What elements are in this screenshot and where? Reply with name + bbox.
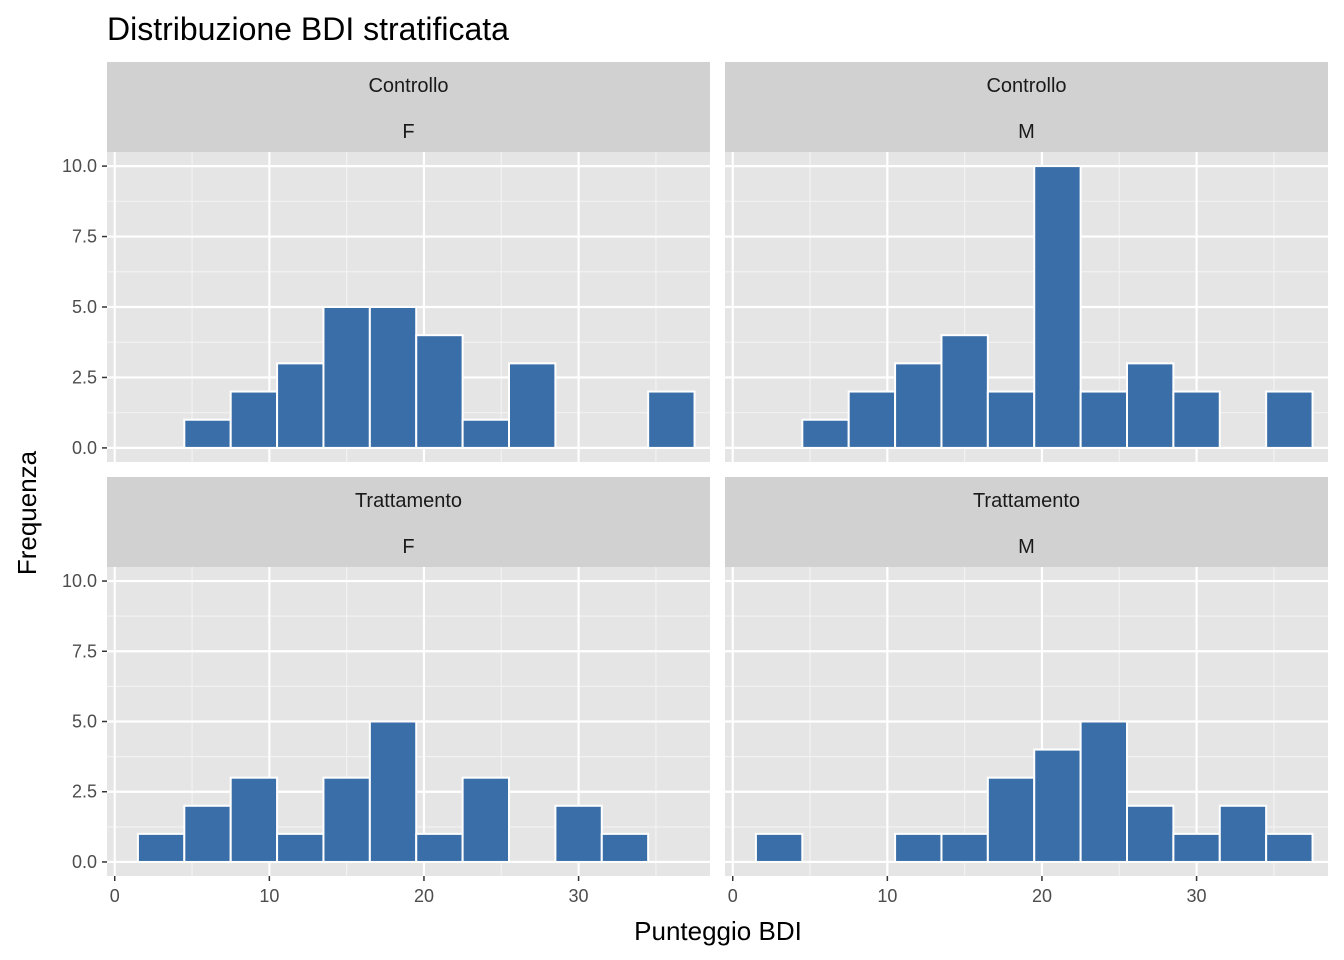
y-axis-title: Frequenza bbox=[12, 450, 42, 575]
histogram-bar bbox=[1079, 720, 1128, 863]
histogram-bar bbox=[940, 334, 989, 449]
facet-strip-sex-label: M bbox=[1018, 536, 1035, 558]
histogram-bar bbox=[1172, 390, 1221, 449]
histogram-bar bbox=[322, 776, 371, 863]
histogram-bar bbox=[940, 832, 989, 863]
histogram-bar bbox=[229, 776, 279, 863]
histogram-bar bbox=[1265, 832, 1314, 863]
y-tick-label: 7.5 bbox=[72, 641, 97, 661]
histogram-bar bbox=[415, 334, 464, 449]
facet-strip-group-label: Trattamento bbox=[973, 490, 1080, 512]
facet-panel: Controllo F 0.0 2.5 5.0 7.5 10.0 bbox=[62, 62, 710, 462]
x-tick-label: 10 bbox=[877, 886, 897, 906]
histogram-bar bbox=[136, 832, 186, 863]
histogram-bar bbox=[1265, 390, 1314, 449]
x-tick-label: 0 bbox=[728, 886, 738, 906]
x-tick-label: 20 bbox=[1032, 886, 1052, 906]
histogram-bar bbox=[986, 390, 1036, 449]
histogram-bar bbox=[461, 418, 511, 449]
histogram-bar bbox=[801, 418, 850, 449]
histogram-bar bbox=[183, 418, 232, 449]
histogram-bar bbox=[986, 776, 1036, 863]
facet-strip bbox=[107, 62, 710, 152]
histogram-bar bbox=[1126, 804, 1175, 863]
histogram-bar bbox=[461, 776, 511, 863]
x-tick-label: 10 bbox=[259, 886, 279, 906]
chart-title: Distribuzione BDI stratificata bbox=[107, 11, 509, 47]
facet-strip-sex-label: F bbox=[402, 121, 414, 143]
histogram-bar bbox=[508, 362, 557, 449]
x-axis-title: Punteggio BDI bbox=[634, 916, 802, 946]
x-tick-label: 0 bbox=[110, 886, 120, 906]
histogram-bar bbox=[1218, 804, 1268, 863]
facet-strip-group-label: Trattamento bbox=[355, 490, 462, 512]
histogram-bar bbox=[368, 720, 418, 863]
histogram-bar bbox=[1033, 748, 1082, 863]
facet-strip bbox=[725, 62, 1328, 152]
facet-strip-sex-label: M bbox=[1018, 121, 1035, 143]
y-tick-label: 10.0 bbox=[62, 156, 97, 176]
histogram-bar bbox=[1079, 390, 1128, 449]
histogram-bar bbox=[754, 832, 804, 863]
y-tick-label: 0.0 bbox=[72, 852, 97, 872]
facet-strip bbox=[725, 477, 1328, 567]
histogram-bar bbox=[183, 804, 232, 863]
histogram-bar bbox=[600, 832, 650, 863]
facet-strip-sex-label: F bbox=[402, 536, 414, 558]
y-tick-label: 7.5 bbox=[72, 227, 97, 247]
y-tick-label: 10.0 bbox=[62, 571, 97, 591]
histogram-bar bbox=[647, 390, 696, 449]
histogram-bar bbox=[322, 306, 371, 449]
x-tick-label: 30 bbox=[1187, 886, 1207, 906]
y-tick-label: 2.5 bbox=[72, 367, 97, 387]
histogram-bar bbox=[1126, 362, 1175, 449]
histogram-bar bbox=[276, 832, 325, 863]
histogram-bar bbox=[368, 306, 418, 449]
facet-strip-group-label: Controllo bbox=[986, 75, 1066, 97]
facet-panel: Controllo M bbox=[725, 62, 1328, 462]
histogram-bar bbox=[847, 390, 897, 449]
facet-panel: Trattamento M 0 10 20 30 bbox=[725, 477, 1328, 906]
histogram-bar bbox=[1033, 165, 1082, 449]
facet-panels: ControlloF0.02.55.07.510.0ControlloMTrat… bbox=[62, 62, 1328, 906]
y-tick-label: 2.5 bbox=[72, 782, 97, 802]
histogram-bar bbox=[276, 362, 325, 449]
histogram-bar bbox=[554, 804, 603, 863]
histogram-bar bbox=[894, 362, 943, 449]
histogram-bar bbox=[415, 832, 464, 863]
histogram-bar bbox=[1172, 832, 1221, 863]
x-tick-label: 20 bbox=[414, 886, 434, 906]
y-tick-label: 5.0 bbox=[72, 712, 97, 732]
facet-strip-group-label: Controllo bbox=[368, 75, 448, 97]
y-tick-label: 0.0 bbox=[72, 438, 97, 458]
histogram-bar bbox=[229, 390, 279, 449]
facet-panel: Trattamento F 0.0 2.5 5.0 7.5 10.0 0 10 20 30 bbox=[62, 477, 710, 906]
y-tick-label: 5.0 bbox=[72, 297, 97, 317]
histogram-bar bbox=[894, 832, 943, 863]
x-tick-label: 30 bbox=[569, 886, 589, 906]
facet-strip bbox=[107, 477, 710, 567]
